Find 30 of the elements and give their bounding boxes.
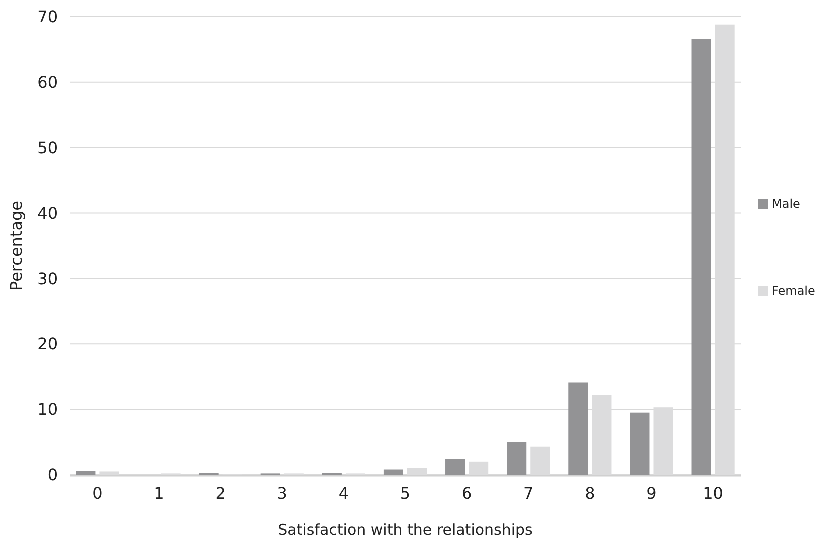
x-tick-label: 1 xyxy=(154,484,164,503)
x-tick-label: 6 xyxy=(462,484,472,503)
x-tick-label: 7 xyxy=(524,484,534,503)
y-tick-label: 0 xyxy=(48,466,58,485)
y-tick-label: 60 xyxy=(38,73,58,92)
x-tick-label: 9 xyxy=(646,484,657,503)
legend-label: Male xyxy=(772,197,800,212)
bar xyxy=(507,442,527,475)
y-tick-label: 70 xyxy=(38,8,58,27)
bar xyxy=(630,412,650,475)
y-tick-label: 10 xyxy=(38,400,58,420)
x-tick-label: 4 xyxy=(338,484,350,503)
bar xyxy=(384,470,404,475)
x-tick-label: 10 xyxy=(703,484,724,503)
y-tick-label: 30 xyxy=(38,269,58,288)
x-axis-title: Satisfaction with the relationships xyxy=(278,521,534,539)
bar xyxy=(76,471,96,475)
y-tick-label: 40 xyxy=(38,204,58,223)
x-tick-label: 5 xyxy=(400,484,411,503)
y-tick-label: 20 xyxy=(38,334,58,354)
y-axis-title: Percentage xyxy=(7,200,26,292)
x-tick-label: 3 xyxy=(277,484,288,503)
bar xyxy=(692,39,712,475)
x-tick-label: 2 xyxy=(216,484,226,503)
x-tick-label: 0 xyxy=(92,484,103,503)
legend-label: Female xyxy=(772,284,816,298)
x-tick-label: 8 xyxy=(585,484,596,503)
bar xyxy=(446,459,466,475)
bar xyxy=(568,382,588,475)
y-tick-label: 50 xyxy=(38,138,58,158)
